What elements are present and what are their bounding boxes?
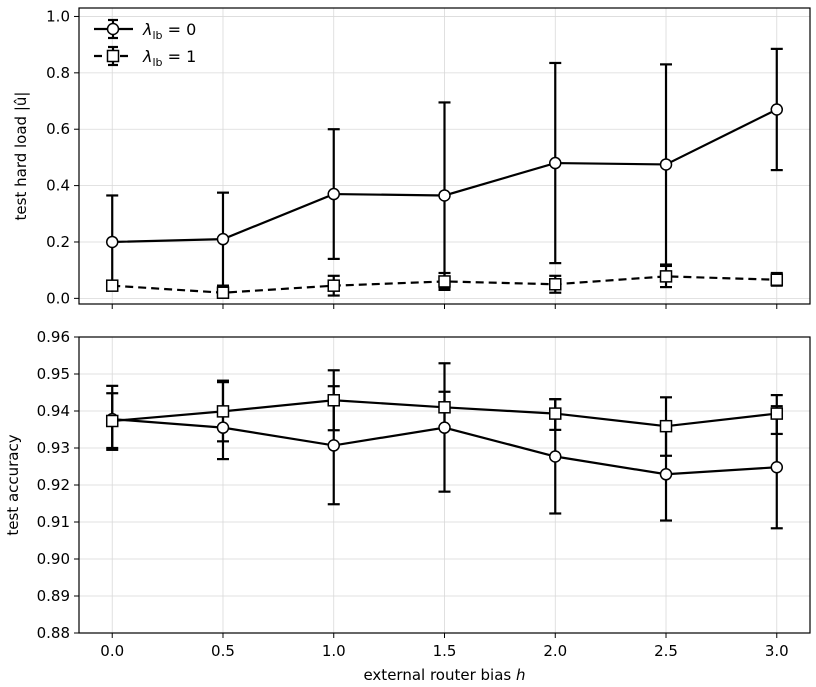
accuracy-series-0-point: [659, 468, 673, 481]
load-series-0-point: [327, 187, 340, 201]
legend-subscript: lb: [152, 29, 162, 42]
accuracy-markers: [105, 394, 784, 481]
load-y-tick-label: 0.8: [46, 64, 70, 82]
load-ticks: [74, 15, 778, 309]
accuracy-y-tick-label: 0.92: [37, 476, 70, 494]
x-tick-label: 2.5: [654, 642, 678, 660]
legend-label-0: λlb = 0: [142, 20, 196, 42]
x-tick-label: 2.0: [543, 642, 567, 660]
load-series-0-point: [549, 156, 562, 170]
load-y-tick-label: 0.4: [46, 177, 70, 195]
accuracy-y-tick-label: 0.93: [37, 439, 70, 457]
legend-symbol: λ: [142, 47, 152, 66]
load-series-1-point: [327, 279, 340, 292]
accuracy-y-tick-label: 0.90: [37, 550, 70, 568]
accuracy-series-1-point: [327, 394, 340, 407]
accuracy-y-tick-label: 0.95: [37, 365, 70, 383]
load-y-tick-labels: 0.0 0.2 0.4 0.6 0.8 1.0: [46, 7, 70, 307]
load-series-1-point: [770, 273, 784, 287]
accuracy-y-tick-label: 0.91: [37, 513, 70, 531]
load-markers: [105, 103, 784, 299]
legend-marker-1: [106, 49, 120, 63]
x-tick-labels: 0.0 0.5 1.0 1.5 2.0 2.5 3.0: [100, 642, 788, 660]
load-series-1-point: [105, 279, 119, 292]
legend-subscript: lb: [152, 56, 162, 69]
load-series-1-point: [216, 286, 230, 299]
accuracy-series-0-point: [438, 421, 451, 434]
accuracy-series-1-point: [438, 401, 451, 414]
x-axis-label-variable: h: [516, 666, 526, 684]
legend-value: = 1: [163, 47, 197, 66]
legend-symbol: λ: [142, 20, 152, 39]
load-y-tick-label: 0.2: [46, 233, 70, 251]
accuracy-y-tick-labels: 0.88 0.89 0.90 0.91 0.92 0.93 0.94 0.95 0.96: [37, 328, 70, 642]
load-series-1-point: [438, 275, 451, 288]
accuracy-y-tick-label: 0.96: [37, 328, 70, 346]
legend-value: = 0: [163, 20, 197, 39]
x-tick-label: 3.0: [765, 642, 789, 660]
load-series-0-point: [770, 103, 784, 116]
load-series-1-point: [659, 270, 673, 283]
accuracy-series-0-point: [770, 460, 784, 474]
load-series-1-point: [549, 278, 562, 291]
legend-marker-0: [106, 22, 120, 36]
load-y-tick-label: 1.0: [46, 7, 70, 25]
x-tick-label: 0.5: [211, 642, 235, 660]
legend-label-1: λlb = 1: [142, 47, 196, 69]
accuracy-y-tick-label: 0.89: [37, 587, 70, 605]
load-y-tick-label: 0.6: [46, 120, 70, 138]
accuracy-series-0-point: [216, 421, 230, 434]
accuracy-series-1-point: [216, 405, 230, 418]
load-series-0-point: [105, 235, 119, 249]
load-series-0-point: [659, 158, 673, 171]
x-tick-label: 1.5: [433, 642, 457, 660]
load-series-0-point: [216, 232, 230, 246]
accuracy-series-1-point: [549, 407, 562, 420]
accuracy-y-tick-label: 0.94: [37, 402, 70, 420]
accuracy-series-0-point: [327, 439, 340, 452]
accuracy-panel: 0.88 0.89 0.90 0.91 0.92 0.93 0.94 0.95 0.96 0.0…: [4, 328, 811, 684]
accuracy-ticks: [74, 336, 778, 638]
x-tick-label: 0.0: [100, 642, 124, 660]
load-y-tick-label: 0.0: [46, 289, 70, 307]
accuracy-series-0-point: [549, 450, 562, 463]
load-y-axis-label: test hard load |û|: [12, 92, 30, 221]
accuracy-series-1-point: [659, 419, 673, 433]
load-panel: 0.00.20.40.60.81.0 test hard load |û| λl…: [12, 7, 811, 309]
x-axis-label: external router bias h: [363, 666, 525, 684]
load-series-0-point: [438, 189, 451, 202]
x-tick-label: 1.0: [322, 642, 346, 660]
accuracy-y-axis-label: test accuracy: [4, 434, 22, 535]
accuracy-series-1-point: [770, 407, 784, 420]
accuracy-series-1-point: [105, 414, 119, 428]
accuracy-y-tick-label: 0.88: [37, 624, 70, 642]
